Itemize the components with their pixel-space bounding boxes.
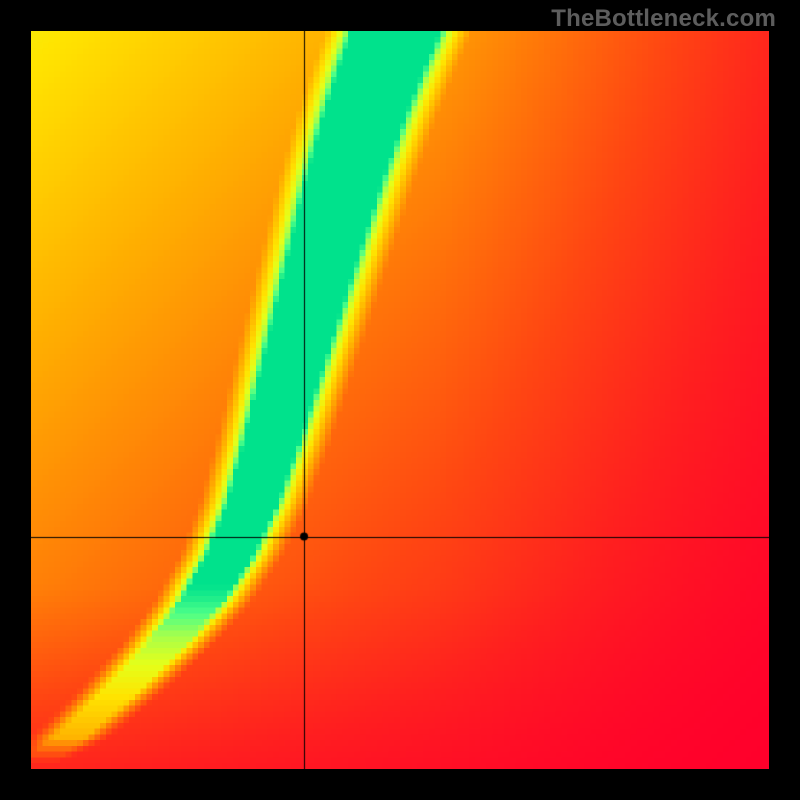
chart-container: TheBottleneck.com [0, 0, 800, 800]
crosshair-overlay [31, 31, 769, 769]
watermark-text: TheBottleneck.com [551, 5, 776, 33]
